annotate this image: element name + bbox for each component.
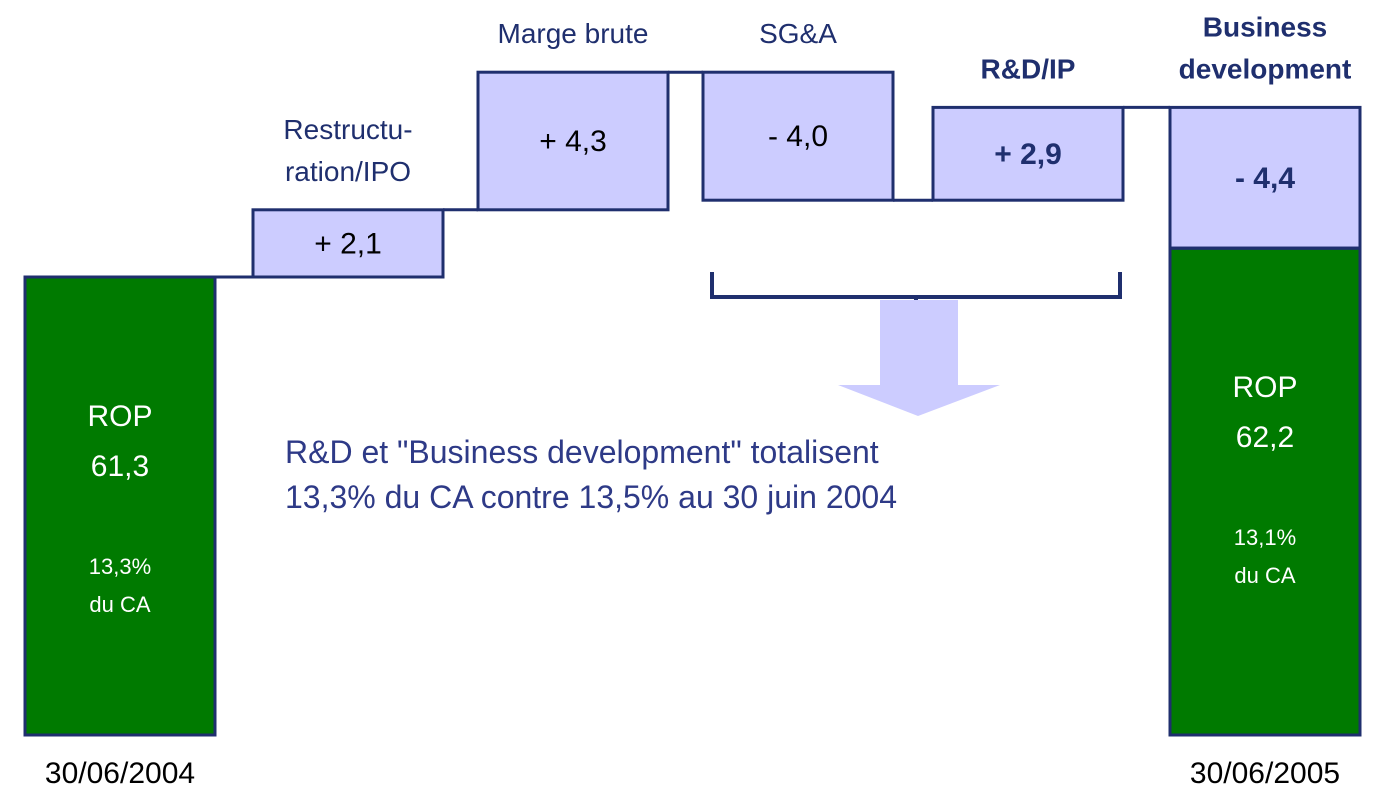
total-label: ROP bbox=[87, 400, 152, 433]
margin-label: 13,3% du CA bbox=[89, 554, 151, 617]
total-bar bbox=[23, 275, 217, 737]
delta-bar bbox=[251, 208, 445, 279]
delta-bar bbox=[1168, 105, 1362, 250]
total-bar bbox=[1168, 246, 1362, 737]
value-label: 61,3 bbox=[91, 450, 149, 483]
annotation: R&D et "Business development" totalisent… bbox=[285, 434, 897, 515]
category-label: Marge brute bbox=[498, 19, 649, 50]
value-label: - 4,4 bbox=[1235, 162, 1295, 195]
category-label: 30/06/2004 bbox=[45, 757, 195, 790]
value-label: - 4,0 bbox=[768, 120, 828, 153]
value-label: + 2,9 bbox=[994, 138, 1062, 171]
delta-bar bbox=[476, 70, 670, 212]
category-label: SG&A bbox=[759, 19, 837, 50]
margin-label: 13,1% du CA bbox=[1234, 525, 1296, 588]
category-label: 30/06/2005 bbox=[1190, 757, 1340, 790]
category-label: Restructu-ration/IPO bbox=[283, 114, 412, 187]
arrow bbox=[838, 300, 1000, 416]
category-label: R&D/IP bbox=[981, 54, 1076, 85]
value-label: 62,2 bbox=[1236, 421, 1294, 454]
category-label: Business development bbox=[1179, 12, 1352, 85]
total-label: ROP bbox=[1232, 371, 1297, 404]
value-label: + 4,3 bbox=[539, 125, 607, 158]
value-label: + 2,1 bbox=[314, 227, 382, 260]
delta-bar bbox=[701, 70, 895, 202]
delta-bar bbox=[931, 105, 1125, 202]
